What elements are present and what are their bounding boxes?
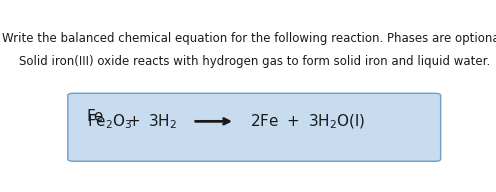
Text: $\mathregular{3H_2O(l)}$: $\mathregular{3H_2O(l)}$ [308, 112, 366, 131]
Text: $\mathregular{+}$: $\mathregular{+}$ [126, 114, 140, 129]
Text: $\mathregular{2Fe}$: $\mathregular{2Fe}$ [250, 113, 279, 129]
Text: Write the balanced chemical equation for the following reaction. Phases are opti: Write the balanced chemical equation for… [2, 32, 496, 45]
Text: Fe: Fe [87, 109, 104, 124]
Text: $\mathregular{+}$: $\mathregular{+}$ [286, 114, 299, 129]
FancyBboxPatch shape [68, 93, 440, 161]
Text: $\mathregular{Fe_2O_3}$: $\mathregular{Fe_2O_3}$ [87, 112, 132, 131]
Text: Solid iron(III) oxide reacts with hydrogen gas to form solid iron and liquid wat: Solid iron(III) oxide reacts with hydrog… [18, 55, 490, 68]
Text: $\mathregular{3H_2}$: $\mathregular{3H_2}$ [148, 112, 178, 131]
